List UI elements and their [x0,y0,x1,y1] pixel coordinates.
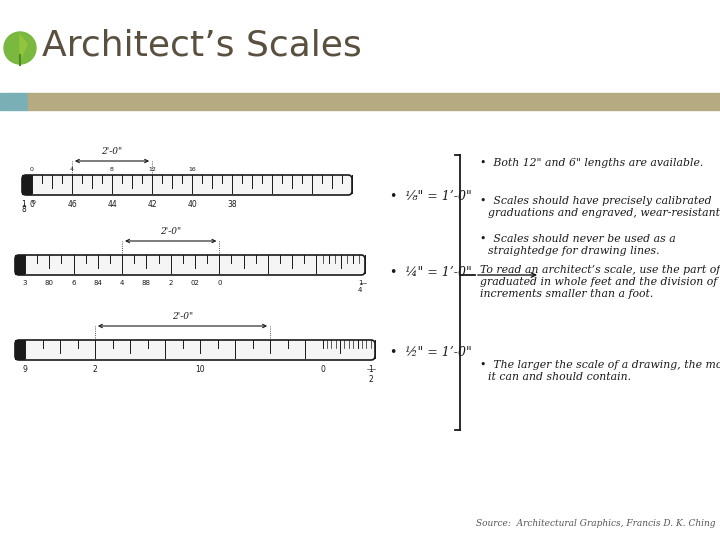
Text: 88: 88 [142,280,151,286]
Text: 42: 42 [147,200,157,209]
Text: 0: 0 [32,200,36,205]
Text: 0: 0 [30,167,34,172]
Polygon shape [20,35,27,60]
Text: •  The larger the scale of a drawing, the more information: • The larger the scale of a drawing, the… [480,360,720,370]
Text: 0: 0 [30,200,35,209]
Text: straightedge for drawing lines.: straightedge for drawing lines. [488,246,660,256]
Text: 1: 1 [22,200,27,209]
Text: 8: 8 [110,167,114,172]
Text: 2: 2 [168,280,173,286]
Text: •  ¼" = 1’-0": • ¼" = 1’-0" [390,267,472,280]
Text: 84: 84 [94,280,102,286]
Text: 1
2: 1 2 [369,365,374,384]
Text: 0: 0 [320,365,325,374]
Text: 2'-0": 2'-0" [172,312,193,321]
Text: •  Both 12" and 6" lengths are available.: • Both 12" and 6" lengths are available. [480,158,703,168]
Text: 80: 80 [45,280,54,286]
Text: Source:  Architectural Graphics, Francis D. K. Ching: Source: Architectural Graphics, Francis … [475,519,715,528]
Text: increments smaller than a foot.: increments smaller than a foot. [480,289,653,299]
Text: 02: 02 [191,280,199,286]
Text: 2: 2 [93,365,97,374]
Text: 10: 10 [195,365,204,374]
Text: 6: 6 [71,280,76,286]
Text: •  Scales should never be used as a: • Scales should never be used as a [480,234,676,244]
Polygon shape [12,35,28,60]
Bar [15,255,25,275]
Text: To read an architect’s scale, use the part of scale: To read an architect’s scale, use the pa… [480,265,720,275]
Text: 4: 4 [120,280,125,286]
Text: 16: 16 [188,167,196,172]
Text: Architect’s Scales: Architect’s Scales [42,28,361,62]
Text: graduations and engraved, wear-resistant markings.: graduations and engraved, wear-resistant… [488,208,720,218]
Text: 0: 0 [217,280,222,286]
Text: 8: 8 [22,205,27,214]
Text: 4: 4 [70,167,74,172]
Text: •  ¹⁄₈" = 1’-0": • ¹⁄₈" = 1’-0" [390,190,472,202]
Text: graduated in whole feet and the division of a foot for: graduated in whole feet and the division… [480,277,720,287]
Text: 1
4: 1 4 [358,280,362,293]
Text: 2'-0": 2'-0" [102,147,122,156]
FancyBboxPatch shape [15,340,375,360]
Circle shape [4,32,36,64]
Text: 44: 44 [107,200,117,209]
Bar [22,175,32,195]
Bar [15,340,25,360]
Text: 12: 12 [148,167,156,172]
Text: 40: 40 [187,200,197,209]
Text: 38: 38 [228,200,237,209]
Text: •  Scales should have precisely calibrated: • Scales should have precisely calibrate… [480,196,711,206]
Bar [28,93,720,110]
Bar [0,93,28,110]
Text: 3: 3 [23,280,27,286]
Text: 9: 9 [22,365,27,374]
FancyBboxPatch shape [15,255,365,275]
Text: 46: 46 [67,200,77,209]
FancyBboxPatch shape [22,175,352,195]
Text: •  ½" = 1’-0": • ½" = 1’-0" [390,346,472,359]
Text: 2'-0": 2'-0" [160,227,181,236]
Text: it can and should contain.: it can and should contain. [488,372,631,382]
